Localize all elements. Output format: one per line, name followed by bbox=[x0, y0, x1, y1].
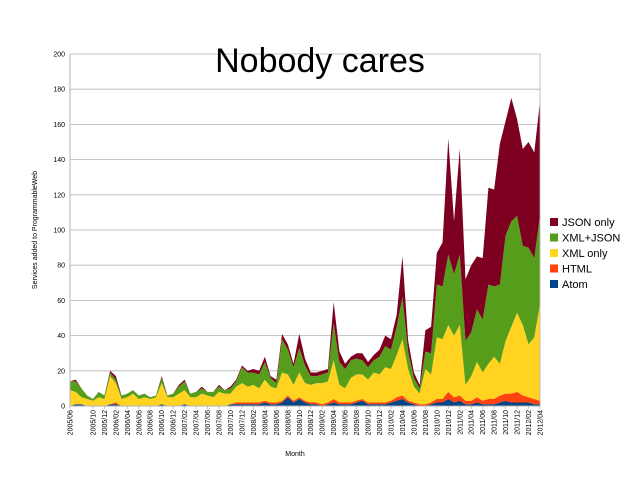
y-tick-labels: 0 20 40 60 80 100 120 140 160 180 200 bbox=[53, 52, 65, 411]
x-tick-label: 2005/06 bbox=[68, 410, 75, 435]
legend-swatch-json-only bbox=[550, 218, 558, 226]
x-tick-label: 2006/02 bbox=[113, 410, 120, 435]
legend-label: XML+JSON bbox=[562, 233, 620, 245]
y-tick-label: 120 bbox=[53, 192, 65, 199]
x-tick-labels: 2005/06 2005/10 2005/12 2006/02 2006/04 2006/… bbox=[68, 410, 545, 435]
x-tick-label: 2009/10 bbox=[366, 410, 373, 435]
y-tick-label: 160 bbox=[53, 122, 65, 129]
x-axis-label: Month bbox=[285, 451, 305, 458]
x-tick-label: 2006/08 bbox=[148, 410, 155, 435]
y-tick-label: 60 bbox=[57, 298, 65, 305]
x-tick-label: 2011/02 bbox=[457, 410, 464, 435]
area-html bbox=[70, 391, 540, 406]
x-tick-label: 2010/06 bbox=[411, 410, 418, 435]
x-tick-label: 2008/02 bbox=[251, 410, 258, 435]
x-tick-label: 2006/06 bbox=[136, 410, 143, 435]
y-axis-label: Services added to ProgrammableWeb bbox=[32, 171, 39, 289]
legend-label: HTML bbox=[562, 264, 592, 276]
x-tick-label: 2009/04 bbox=[331, 410, 338, 435]
area-xml-only bbox=[70, 303, 540, 406]
x-tick-label: 2010/02 bbox=[388, 410, 395, 435]
x-tick-label: 2008/10 bbox=[297, 410, 304, 435]
x-tick-label: 2008/06 bbox=[274, 410, 281, 435]
x-tick-label: 2007/10 bbox=[228, 410, 235, 435]
x-tick-label: 2012/02 bbox=[526, 410, 533, 435]
x-tick-label: 2008/12 bbox=[308, 410, 315, 435]
legend-label: XML only bbox=[562, 248, 608, 260]
chart-title: Nobody cares bbox=[215, 42, 425, 80]
x-tick-label: 2009/12 bbox=[377, 410, 384, 435]
y-tick-label: 20 bbox=[57, 368, 65, 375]
legend-swatch-atom bbox=[550, 280, 558, 288]
x-tick-label: 2011/04 bbox=[469, 410, 476, 435]
x-tick-label: 2005/10 bbox=[90, 410, 97, 435]
x-tick-label: 2008/04 bbox=[262, 410, 269, 435]
x-tick-label: 2006/12 bbox=[171, 410, 178, 435]
x-tick-label: 2008/08 bbox=[285, 410, 292, 435]
y-tick-label: 0 bbox=[61, 404, 65, 411]
legend-swatch-html bbox=[550, 264, 558, 273]
area-atom bbox=[70, 397, 540, 406]
x-tick-label: 2011/12 bbox=[515, 410, 522, 435]
legend-swatch-xml-only bbox=[550, 249, 558, 257]
x-tick-label: 2006/10 bbox=[159, 410, 166, 435]
x-tick-label: 2011/08 bbox=[492, 410, 499, 435]
area-series bbox=[70, 98, 540, 406]
y-tick-label: 100 bbox=[53, 228, 65, 235]
axes bbox=[69, 54, 541, 409]
x-tick-label: 2011/06 bbox=[480, 410, 487, 435]
legend-label: JSON only bbox=[562, 217, 615, 229]
y-tick-label: 80 bbox=[57, 263, 65, 270]
legend: JSON only XML+JSON XML only HTML Atom bbox=[550, 217, 620, 291]
x-tick-label: 2005/12 bbox=[102, 410, 109, 435]
x-tick-label: 2010/10 bbox=[434, 410, 441, 435]
x-tick-label: 2009/06 bbox=[343, 410, 350, 435]
area-xml-json bbox=[70, 215, 540, 401]
x-tick-label: 2007/12 bbox=[239, 410, 246, 435]
y-tick-label: 40 bbox=[57, 333, 65, 340]
x-tick-label: 2009/08 bbox=[354, 410, 361, 435]
x-tick-label: 2010/12 bbox=[446, 410, 453, 435]
x-tick-label: 2010/08 bbox=[423, 410, 430, 435]
x-tick-label: 2006/04 bbox=[125, 410, 132, 435]
x-tick-label: 2010/04 bbox=[400, 410, 407, 435]
area-json-only bbox=[70, 98, 540, 399]
y-tick-label: 180 bbox=[53, 87, 65, 94]
x-tick-label: 2007/04 bbox=[194, 410, 201, 435]
legend-swatch-xml-json bbox=[550, 233, 558, 242]
x-tick-label: 2007/02 bbox=[182, 410, 189, 435]
x-tick-label: 2012/04 bbox=[538, 410, 545, 435]
legend-label: Atom bbox=[562, 279, 588, 291]
y-tick-label: 200 bbox=[53, 52, 65, 59]
x-tick-label: 2007/06 bbox=[205, 410, 212, 435]
x-tick-label: 2009/02 bbox=[320, 410, 327, 435]
x-tick-label: 2007/08 bbox=[217, 410, 224, 435]
x-tick-label: 2011/10 bbox=[503, 410, 510, 435]
y-tick-label: 140 bbox=[53, 157, 65, 164]
